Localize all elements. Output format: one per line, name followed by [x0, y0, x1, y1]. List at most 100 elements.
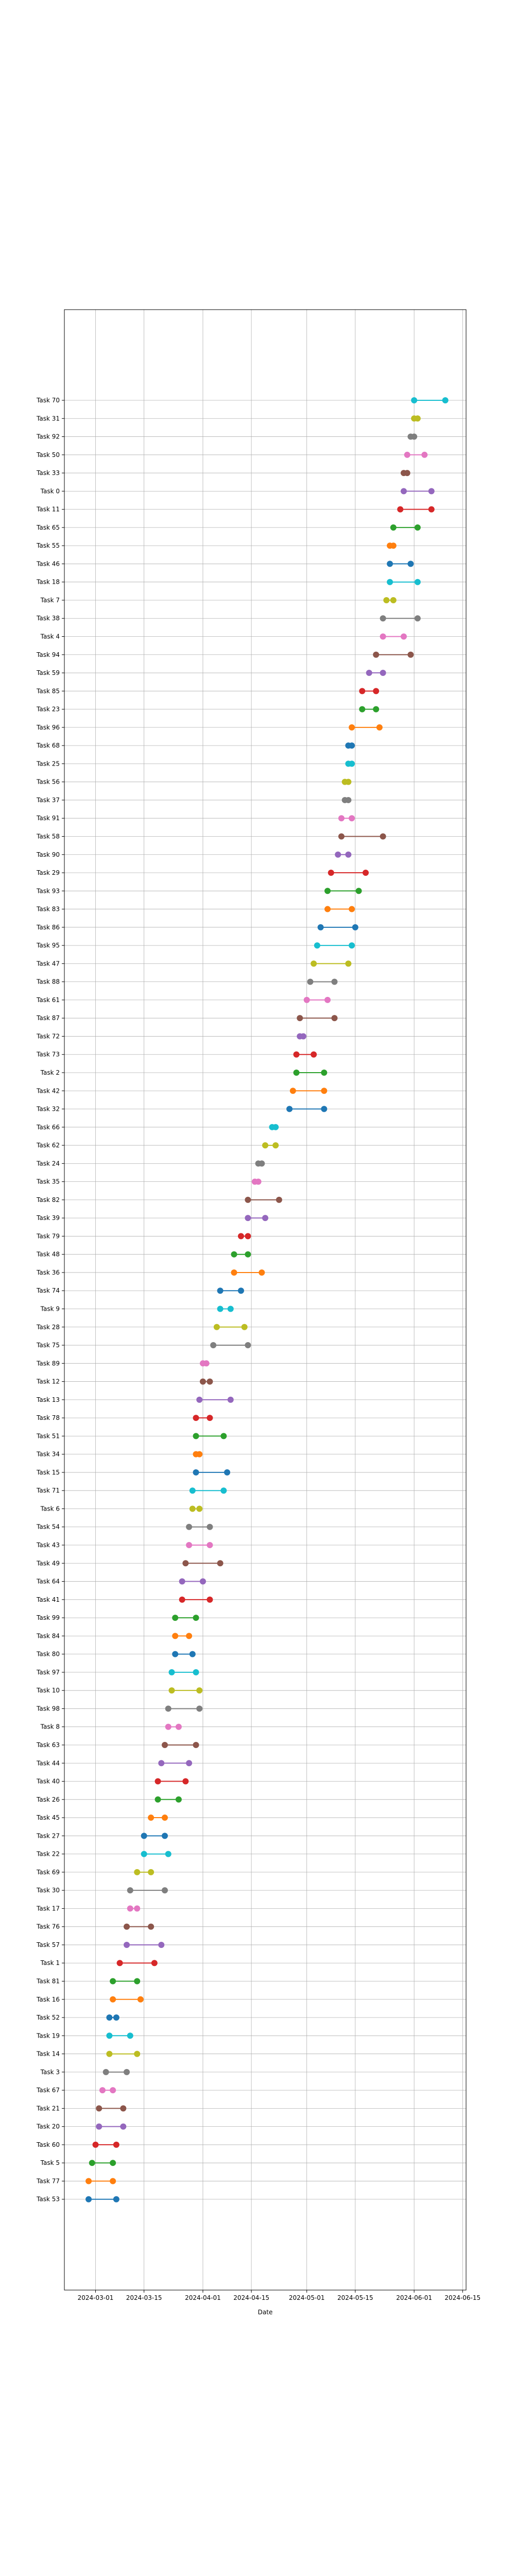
task-end-point: [421, 451, 428, 458]
y-tick-label: Task 83: [36, 906, 60, 913]
y-tick-label: Task 5: [40, 2159, 60, 2166]
y-tick-label: Task 88: [36, 978, 60, 986]
task-start-point: [359, 706, 366, 713]
task-end-point: [352, 924, 358, 930]
task-start-point: [366, 670, 372, 676]
task-start-point: [172, 1633, 179, 1639]
y-tick-label: Task 63: [36, 1741, 60, 1749]
task-end-point: [272, 1142, 279, 1149]
task-start-point: [286, 1106, 293, 1112]
y-tick-label: Task 67: [36, 2087, 60, 2094]
task-end-point: [196, 1687, 203, 1694]
y-tick-label: Task 37: [36, 796, 60, 804]
y-tick-label: Task 24: [36, 1160, 60, 1167]
task-start-point: [134, 1869, 141, 1875]
y-tick-label: Task 85: [36, 687, 60, 694]
y-tick-label: Task 68: [36, 742, 60, 749]
task-start-point: [338, 833, 345, 840]
task-start-point: [154, 1778, 161, 1785]
y-tick-label: Task 47: [36, 960, 60, 967]
task-start-point: [390, 524, 397, 531]
y-tick-label: Task 64: [36, 1578, 60, 1585]
y-tick-label: Task 71: [36, 1487, 60, 1494]
y-tick-label: Task 66: [36, 1124, 60, 1131]
task-end-point: [331, 978, 338, 985]
task-end-point: [196, 1505, 203, 1512]
task-start-point: [106, 2014, 113, 2021]
y-tick-label: Task 2: [40, 1069, 60, 1076]
y-tick-label: Task 29: [36, 869, 60, 876]
task-start-point: [189, 1487, 196, 1494]
y-tick-label: Task 43: [36, 1541, 60, 1549]
task-start-point: [213, 1324, 220, 1330]
y-tick-label: Task 86: [36, 924, 60, 931]
task-start-point: [324, 888, 331, 894]
y-tick-label: Task 39: [36, 1214, 60, 1222]
y-tick-label: Task 72: [36, 1032, 60, 1040]
task-end-point: [120, 2105, 127, 2112]
task-end-point: [373, 706, 380, 713]
y-tick-label: Task 57: [36, 1941, 60, 1948]
task-end-point: [400, 633, 407, 640]
task-start-point: [172, 1651, 179, 1657]
task-start-point: [231, 1269, 237, 1276]
task-end-point: [110, 2087, 116, 2094]
y-tick-label: Task 1: [40, 1959, 60, 1967]
y-tick-label: Task 49: [36, 1560, 60, 1567]
y-tick-label: Task 77: [36, 2177, 60, 2184]
task-start-point: [349, 724, 355, 731]
y-tick-label: Task 69: [36, 1869, 60, 1876]
y-tick-label: Task 41: [36, 1596, 60, 1603]
task-end-point: [245, 1342, 251, 1349]
task-end-point: [134, 2050, 141, 2057]
y-tick-label: Task 11: [36, 506, 60, 513]
y-tick-label: Task 48: [36, 1251, 60, 1258]
y-tick-label: Task 18: [36, 579, 60, 586]
task-start-point: [237, 1233, 244, 1240]
task-start-point: [179, 1596, 185, 1603]
task-end-point: [199, 1578, 206, 1585]
task-end-point: [442, 397, 449, 403]
y-tick-label: Task 76: [36, 1923, 60, 1930]
task-start-point: [404, 451, 410, 458]
y-tick-label: Task 80: [36, 1651, 60, 1658]
task-start-point: [89, 2160, 95, 2166]
task-end-point: [349, 942, 355, 949]
task-end-point: [241, 1324, 248, 1330]
y-tick-label: Task 51: [36, 1432, 60, 1439]
y-tick-label: Task 82: [36, 1196, 60, 1204]
task-end-point: [380, 833, 386, 840]
task-end-point: [237, 1287, 244, 1294]
task-end-point: [373, 688, 380, 694]
task-end-point: [217, 1560, 224, 1567]
task-start-point: [186, 1523, 193, 1530]
task-start-point: [293, 1069, 300, 1076]
task-end-point: [345, 796, 352, 803]
y-tick-label: Task 54: [36, 1523, 60, 1531]
y-tick-label: Task 60: [36, 2141, 60, 2148]
task-start-point: [196, 1396, 203, 1403]
task-start-point: [210, 1342, 217, 1349]
task-start-point: [162, 1741, 168, 1748]
task-start-point: [359, 688, 366, 694]
task-end-point: [151, 1960, 158, 1967]
task-dumbbells: [85, 397, 449, 2202]
task-end-point: [349, 742, 355, 749]
task-end-point: [407, 561, 414, 567]
task-start-point: [380, 615, 386, 622]
task-end-point: [158, 1941, 165, 1948]
task-end-point: [220, 1487, 227, 1494]
task-start-point: [245, 1215, 251, 1222]
task-end-point: [324, 996, 331, 1003]
task-start-point: [193, 1415, 199, 1421]
task-start-point: [373, 651, 380, 658]
task-end-point: [345, 851, 352, 858]
task-start-point: [85, 2178, 92, 2184]
task-end-point: [259, 1269, 265, 1276]
task-end-point: [428, 506, 435, 513]
task-end-point: [113, 2141, 119, 2148]
y-tick-label: Task 44: [36, 1759, 60, 1767]
task-end-point: [259, 1160, 265, 1167]
task-end-point: [207, 1542, 213, 1549]
task-end-point: [162, 1833, 168, 1839]
